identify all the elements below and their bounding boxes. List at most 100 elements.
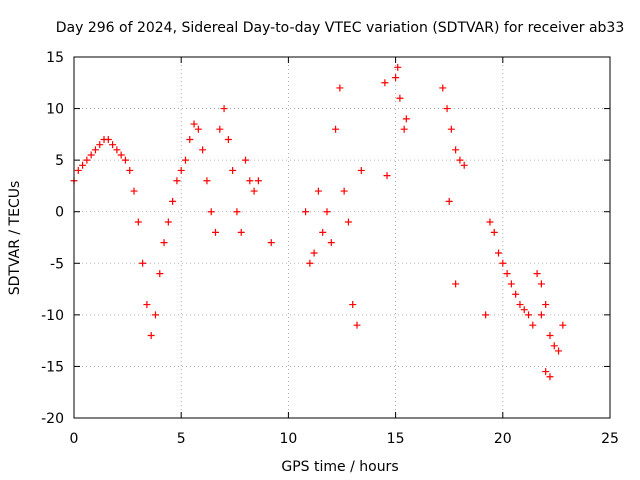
data-point <box>349 301 357 309</box>
x-tick-label: 0 <box>70 431 79 447</box>
x-tick-labels: 0 5 10 15 20 25 <box>70 431 619 447</box>
grid-lines <box>73 56 611 419</box>
data-point <box>164 218 172 226</box>
data-point <box>224 136 232 144</box>
data-point <box>207 208 215 216</box>
plot-frame <box>73 56 611 419</box>
data-point <box>181 156 189 164</box>
y-tick-label: 0 <box>55 205 64 221</box>
data-point <box>503 270 511 278</box>
data-point <box>96 141 104 149</box>
y-tick-label: 15 <box>46 50 64 66</box>
data-point <box>439 84 447 92</box>
x-tick-label: 15 <box>387 431 405 447</box>
data-point <box>314 187 322 195</box>
data-point <box>242 156 250 164</box>
data-point <box>121 156 129 164</box>
data-point <box>323 208 331 216</box>
data-point <box>443 105 451 113</box>
y-tick-label: 10 <box>46 102 64 118</box>
data-point <box>402 115 410 123</box>
data-point <box>177 166 185 174</box>
y-axis-label: SDTVAR / TECUs <box>7 181 23 296</box>
data-point <box>452 146 460 154</box>
data-point <box>190 120 198 128</box>
data-point <box>452 280 460 288</box>
data-point <box>490 228 498 236</box>
data-point <box>216 125 224 133</box>
data-point <box>525 311 533 319</box>
data-points <box>70 63 567 381</box>
data-point <box>220 105 228 113</box>
data-point <box>546 331 554 339</box>
data-point <box>520 306 528 314</box>
data-point <box>126 166 134 174</box>
data-point <box>194 125 202 133</box>
data-point <box>533 270 541 278</box>
data-point <box>529 321 537 329</box>
data-point <box>83 156 91 164</box>
data-point <box>507 280 515 288</box>
data-point <box>336 84 344 92</box>
x-tick-label: 10 <box>279 431 297 447</box>
data-point <box>310 249 318 257</box>
data-point <box>357 166 365 174</box>
data-point <box>186 136 194 144</box>
data-point <box>151 311 159 319</box>
data-point <box>460 161 468 169</box>
data-point <box>199 146 207 154</box>
y-tick-label: -20 <box>41 411 64 427</box>
data-point <box>400 125 408 133</box>
data-point <box>542 368 550 376</box>
data-point <box>130 187 138 195</box>
data-point <box>537 280 545 288</box>
data-point <box>447 125 455 133</box>
data-point <box>250 187 258 195</box>
data-point <box>516 301 524 309</box>
data-point <box>537 311 545 319</box>
data-point <box>499 259 507 267</box>
data-point <box>559 321 567 329</box>
data-point <box>302 208 310 216</box>
data-point <box>482 311 490 319</box>
data-point <box>344 218 352 226</box>
data-point <box>134 218 142 226</box>
y-tick-label: -15 <box>41 359 64 375</box>
x-axis-label: GPS time / hours <box>281 459 398 475</box>
y-tick-label: -5 <box>50 256 64 272</box>
data-point <box>353 321 361 329</box>
data-point <box>237 228 245 236</box>
data-point <box>229 166 237 174</box>
data-point <box>109 141 117 149</box>
data-point <box>550 342 558 350</box>
data-point <box>392 74 400 82</box>
data-point <box>87 151 95 159</box>
data-point <box>486 218 494 226</box>
data-point <box>147 331 155 339</box>
data-point <box>327 239 335 247</box>
data-point <box>340 187 348 195</box>
y-tick-label: 5 <box>55 153 64 169</box>
data-point <box>160 239 168 247</box>
data-point <box>396 94 404 102</box>
data-point <box>74 166 82 174</box>
x-tick-label: 5 <box>177 431 186 447</box>
data-point <box>203 177 211 185</box>
data-point <box>79 161 87 169</box>
data-point <box>113 146 121 154</box>
data-point <box>306 259 314 267</box>
data-point <box>383 172 391 180</box>
data-point <box>267 239 275 247</box>
data-point <box>381 79 389 87</box>
data-point <box>319 228 327 236</box>
data-point <box>117 151 125 159</box>
data-point <box>91 146 99 154</box>
data-point <box>512 290 520 298</box>
data-point <box>173 177 181 185</box>
y-tick-label: -10 <box>41 308 64 324</box>
data-point <box>156 270 164 278</box>
data-point <box>104 136 112 144</box>
x-tick-label: 25 <box>601 431 619 447</box>
data-point <box>394 63 402 71</box>
